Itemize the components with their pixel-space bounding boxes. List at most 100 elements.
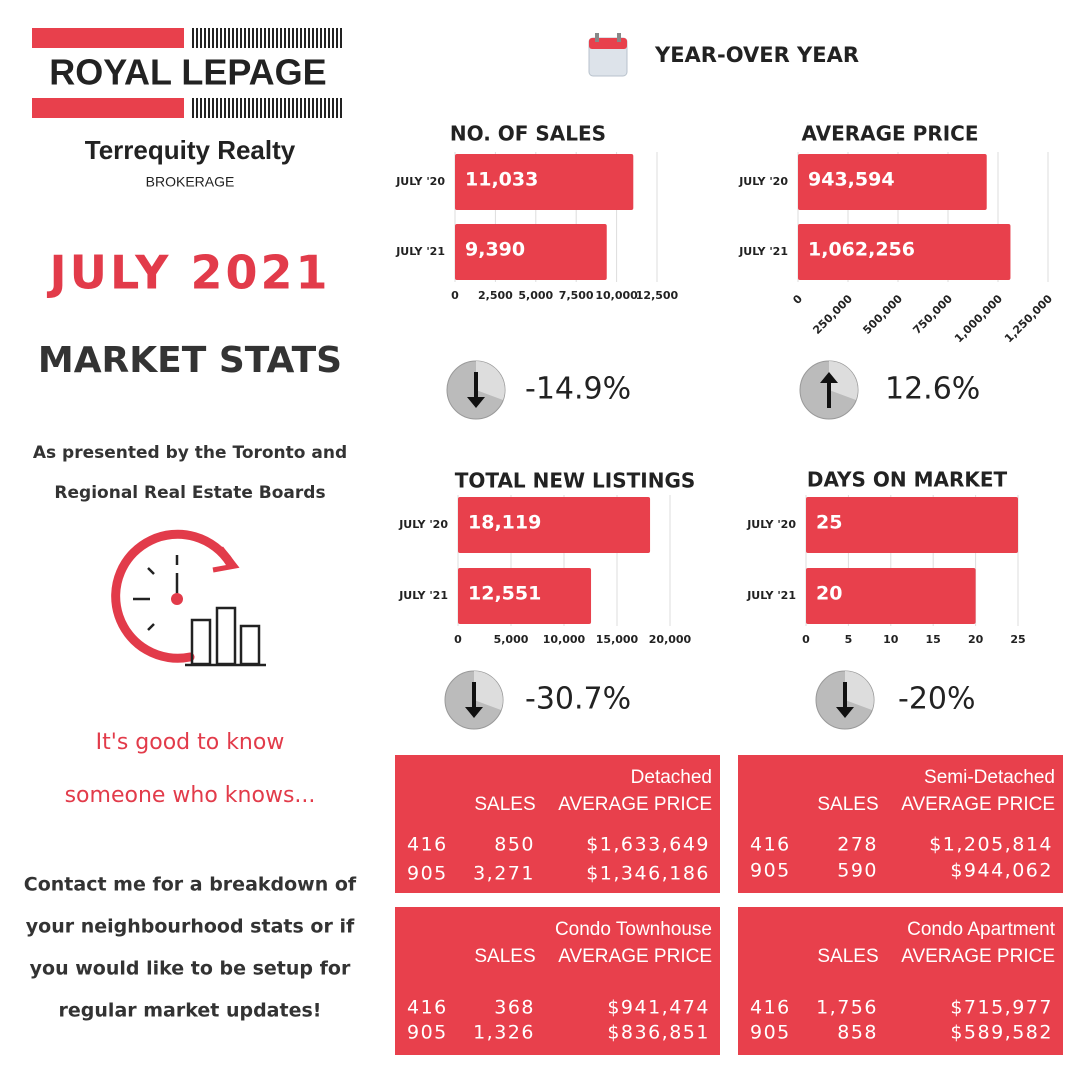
table-cell: $1,205,814 [929,834,1053,856]
change-value: -14.9% [525,372,631,407]
source-line: Regional Real Estate Boards [54,483,325,503]
barcode-line [308,28,310,48]
table-title: Condo Townhouse [555,919,712,940]
category-label: JULY '21 [395,245,445,258]
x-tick-label: 15,000 [596,633,639,646]
barcode-line [256,28,258,48]
x-tick-label: 10 [883,633,899,646]
table-cell: 1,326 [473,1022,535,1044]
table-cell: 368 [494,997,535,1019]
source-line: As presented by the Toronto and [33,443,347,463]
value-label: 20 [816,583,842,605]
barcode-line [196,28,198,48]
change-arrow [820,372,838,383]
value-label: 1,062,256 [808,239,915,261]
calendar-icon [588,33,628,77]
barcode-line [232,28,234,48]
table-cell: 416 [407,997,448,1019]
bar [455,154,634,210]
barcode-line [316,28,318,48]
barcode-line [324,98,326,118]
barcode-line [240,28,242,48]
table-box [738,907,1063,1055]
table-cell: 416 [750,834,791,856]
table-title: Detached [631,767,712,788]
barcode-line [304,98,306,118]
barcode-line [316,98,318,118]
table-cell: $1,346,186 [586,863,710,885]
logo-barcode [192,28,342,118]
barcode-line [200,28,202,48]
table-cell: 905 [750,860,791,882]
bar [458,568,592,624]
barcode-line [208,98,210,118]
x-tick-label: 20 [968,633,984,646]
contact-line: your neighbourhood stats or if [26,916,355,938]
barcode-line [296,98,298,118]
barcode-line [336,28,338,48]
table-cell: $715,977 [950,997,1053,1019]
change-arrow [467,397,485,408]
table-cell: 278 [837,834,878,856]
barcode-line [212,28,214,48]
barcode-line [268,98,270,118]
barcode-line [336,98,338,118]
table-cell: 590 [837,860,878,882]
category-label: JULY '20 [395,175,445,188]
barcode-line [248,98,250,118]
x-tick-label: 5,000 [494,633,529,646]
barcode-line [212,98,214,118]
table-header: SALES [474,946,535,967]
barcode-line [268,28,270,48]
barcode-line [216,98,218,118]
table-header: SALES [817,946,878,967]
bar [806,497,1018,553]
barcode-line [224,98,226,118]
value-label: 9,390 [465,239,525,261]
chart-title: DAYS ON MARKET [807,468,1008,492]
barcode-line [312,98,314,118]
barcode-line [232,98,234,118]
barcode-line [292,28,294,48]
x-tick-label: 20,000 [649,633,692,646]
bar [806,568,976,624]
barcode-line [244,98,246,118]
barcode-line [300,28,302,48]
table-cell: 416 [407,834,448,856]
barcode-line [284,98,286,118]
x-tick-label: 25 [1010,633,1025,646]
contact-line: regular market updates! [59,1000,322,1022]
x-tick-label: 5 [845,633,853,646]
barcode-line [192,98,194,118]
barcode-line [200,98,202,118]
barcode-line [252,28,254,48]
logo-bar [32,98,184,118]
barcode-line [320,28,322,48]
table-box [395,755,720,893]
barcode-line [340,28,342,48]
barcode-line [224,28,226,48]
barcode-line [204,28,206,48]
x-tick-label: 12,500 [636,289,679,302]
page-title: MARKET STATS [38,340,342,381]
barcode-line [196,98,198,118]
barcode-line [220,28,222,48]
barcode-line [280,98,282,118]
barcode-line [264,28,266,48]
barcode-line [308,98,310,118]
x-tick-label: 10,000 [595,289,638,302]
chart-title: TOTAL NEW LISTINGS [455,469,696,493]
change-arrow [836,707,854,718]
table-cell: $1,633,649 [586,834,710,856]
barcode-line [204,98,206,118]
category-label: JULY '21 [746,589,796,602]
barcode-line [236,98,238,118]
barcode-line [280,28,282,48]
barcode-line [324,28,326,48]
tagline: someone who knows... [65,783,316,808]
tagline: It's good to know [96,730,285,755]
change-value: -20% [898,682,976,717]
x-tick-label: 0 [454,633,462,646]
category-label: JULY '21 [738,245,788,258]
